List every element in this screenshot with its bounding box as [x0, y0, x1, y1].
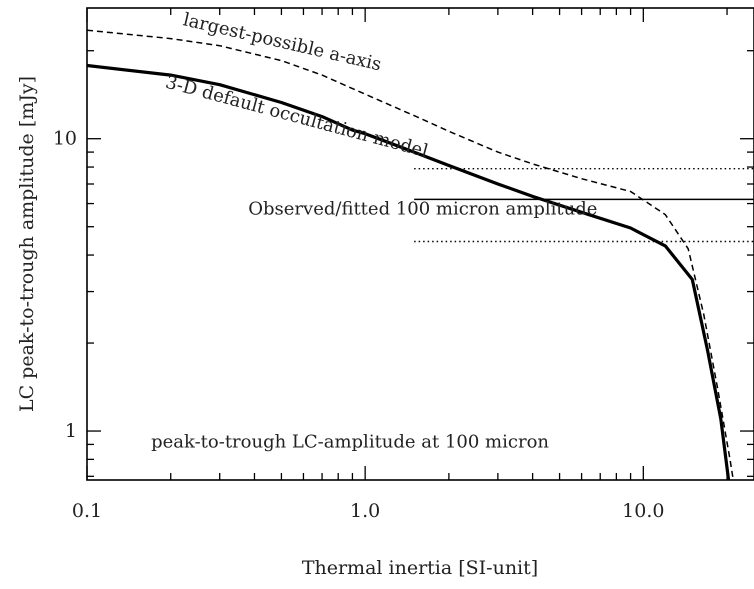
series-lines [87, 29, 735, 480]
reference-lines [414, 167, 754, 243]
annotation-label: largest-possible a-axis [181, 9, 383, 75]
annotation-label: Observed/fitted 100 micron amplitude [248, 199, 597, 220]
y-tick-label: 10 [53, 128, 77, 150]
plot-frame [86, 7, 754, 481]
x-axis-label: Thermal inertia [SI-unit] [302, 557, 538, 579]
axis-ticks [86, 8, 754, 480]
annotation-label: 3-D default occultation model [163, 72, 430, 162]
x-tick-label: 0.1 [72, 500, 102, 522]
largest-a-axis-curve [87, 29, 735, 480]
y-axis-label: LC peak-to-trough amplitude [mJy] [16, 76, 38, 412]
x-tick-label: 10.0 [622, 500, 664, 522]
annotation-label: peak-to-trough LC-amplitude at 100 micro… [151, 431, 549, 452]
tick-labels: 0.1 1.0 10.0 1 10 [53, 128, 665, 522]
y-tick-label: 1 [65, 420, 77, 442]
default-model-curve [87, 63, 731, 480]
x-tick-label: 1.0 [350, 500, 380, 522]
